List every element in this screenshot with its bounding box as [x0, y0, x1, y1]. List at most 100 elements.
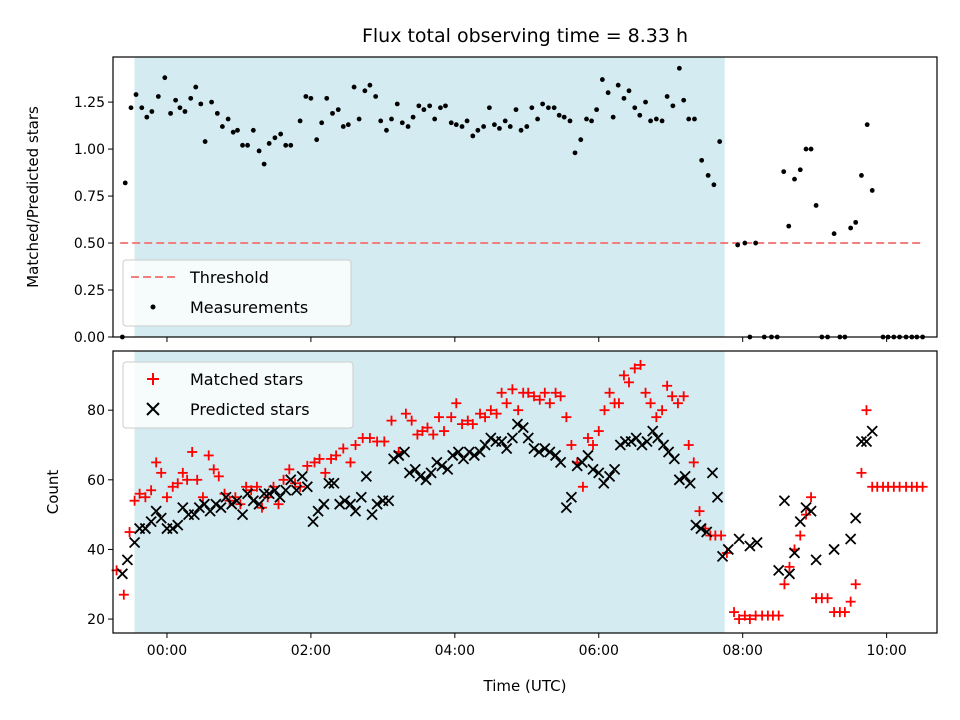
- predicted-star-point: [501, 442, 513, 455]
- predicted-star-point: [269, 484, 281, 496]
- measurement-point: [599, 77, 605, 82]
- matched-star-point: [379, 436, 390, 447]
- measurement-point: [330, 110, 335, 116]
- measurement-point: [235, 127, 240, 133]
- matched-star-point: [667, 391, 678, 402]
- matched-star-point: [350, 440, 361, 450]
- measurement-point: [481, 124, 487, 129]
- matched-star-point: [861, 405, 872, 416]
- predicted-star-point: [773, 564, 785, 576]
- measurement-point: [692, 116, 697, 122]
- measurement-point: [416, 103, 422, 109]
- matched-star-point: [513, 405, 524, 416]
- measurement-point: [240, 142, 245, 148]
- measurements-legend-swatch: [150, 304, 156, 310]
- measurement-point: [464, 118, 470, 124]
- matched-star-point: [177, 467, 188, 478]
- predicted-star-point: [794, 515, 806, 528]
- ratio-plot-area: [119, 65, 926, 340]
- matched-star-point: [716, 530, 727, 541]
- predicted-star-point: [280, 484, 292, 496]
- matched-star-point: [439, 426, 450, 437]
- measurement-point: [173, 97, 179, 103]
- predicted-star-point: [517, 421, 529, 434]
- measurement-point: [384, 127, 389, 133]
- measurement-point: [319, 120, 325, 126]
- matched-star-point: [400, 408, 411, 419]
- matched-star-point: [593, 426, 604, 437]
- matched-star-point: [694, 506, 705, 517]
- ratio-y-tick-label: 1.00: [74, 142, 105, 158]
- predicted-star-point: [414, 470, 426, 482]
- measurement-point: [664, 94, 670, 99]
- matched-star-point: [507, 384, 518, 395]
- matched-star-point: [241, 481, 252, 492]
- predicted-star-point: [382, 495, 395, 507]
- predicted-star-point: [733, 533, 745, 545]
- matched-star-point: [345, 457, 356, 468]
- matched-star-point: [302, 460, 313, 471]
- ratio-y-tick-label: 0.50: [74, 236, 105, 252]
- matched-star-point: [528, 391, 539, 402]
- predicted-star-point: [751, 536, 763, 549]
- predicted-star-point: [744, 540, 756, 552]
- matched-star-point: [412, 429, 423, 440]
- matched-star-point: [182, 474, 193, 485]
- matched-star-point: [251, 481, 262, 492]
- predicted-star-point: [544, 446, 556, 458]
- count-y-tick-label: 60: [87, 473, 105, 489]
- predicted-star-point: [701, 526, 713, 538]
- measurement-point: [556, 112, 562, 118]
- matched-star-point: [134, 488, 145, 499]
- count-legend-box: [122, 361, 354, 429]
- predicted-star-point: [783, 568, 796, 580]
- predicted-star-point: [554, 456, 567, 469]
- matched-star-point: [320, 467, 331, 478]
- measurement-point: [122, 180, 128, 186]
- measurement-point: [261, 161, 267, 167]
- measurement-point: [670, 103, 676, 109]
- matched-star-point: [839, 607, 850, 618]
- measurement-point: [475, 127, 481, 133]
- ratio-y-axis-label: Matched/Predicted stars: [24, 106, 42, 288]
- predicted-star-point: [647, 425, 659, 437]
- matched-star-point: [124, 527, 135, 538]
- ratio-y-tick-label: 0.00: [74, 330, 105, 346]
- matched-star-point: [386, 415, 397, 426]
- ratio-y-tick-label: 1.25: [74, 95, 105, 111]
- ratio-panel: Flux total observing time = 8.33 h 0.000…: [24, 25, 938, 346]
- count-y-tick-label: 20: [87, 612, 105, 628]
- measurement-point: [781, 169, 787, 175]
- measurement-point: [797, 167, 803, 173]
- matched-star-point: [491, 408, 502, 419]
- threshold-legend-label: Threshold: [189, 268, 269, 287]
- measurement-point: [427, 103, 433, 109]
- predicted-star-point: [360, 470, 372, 482]
- matched-star-point: [555, 391, 566, 402]
- predicted-star-point: [193, 502, 205, 514]
- matched-star-point: [806, 492, 817, 503]
- predicted-star-point: [533, 446, 545, 458]
- matched-star-point: [331, 450, 342, 461]
- time-x-tick-label: 02:00: [291, 643, 331, 659]
- measurement-point: [589, 118, 594, 124]
- time-x-tick-label: 10:00: [866, 643, 906, 659]
- measurement-point: [448, 120, 454, 126]
- measurement-point: [149, 109, 155, 114]
- matched-star-point: [501, 398, 512, 409]
- matched-star-point: [744, 614, 755, 625]
- measurement-point: [529, 105, 535, 111]
- measurement-point: [610, 114, 616, 120]
- ratio-x-tick-marks: [166, 337, 888, 342]
- measurement-point: [272, 135, 278, 141]
- measurement-point: [410, 114, 416, 120]
- measurement-point: [209, 99, 214, 105]
- matched-star-point: [161, 492, 172, 503]
- matched-star-point: [314, 453, 325, 464]
- measurement-point: [303, 94, 309, 99]
- predicted-star-point: [388, 453, 400, 465]
- predicted-star-point: [344, 498, 357, 510]
- measurement-point: [438, 105, 443, 111]
- measurement-point: [177, 105, 183, 111]
- matched-star-point: [140, 492, 151, 503]
